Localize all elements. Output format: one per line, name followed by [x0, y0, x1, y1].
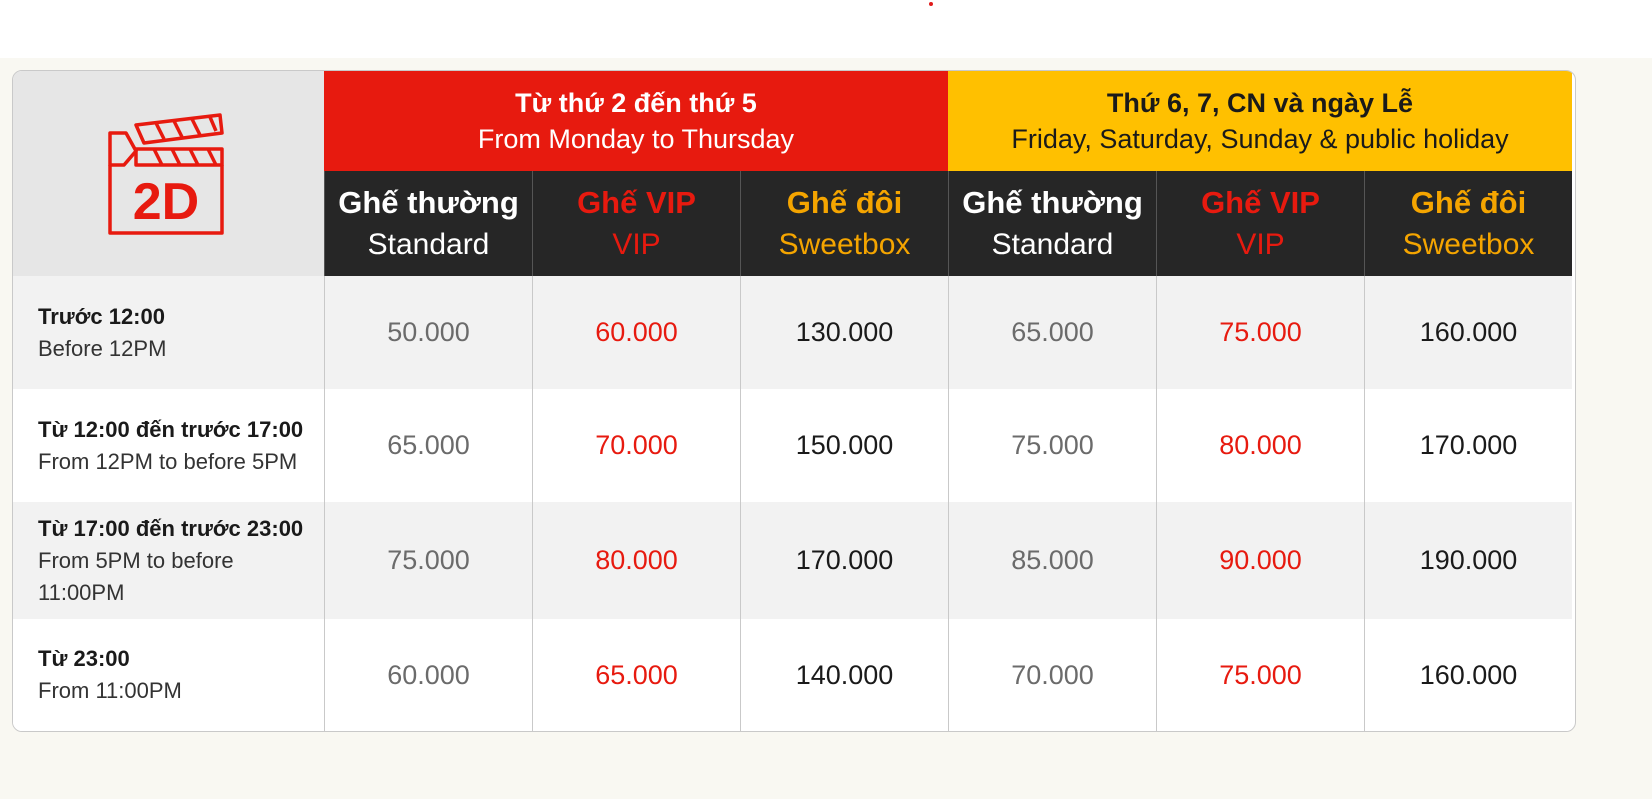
time-slot-en: From 5PM to before 11:00PM [38, 547, 234, 605]
period-title-en: Friday, Saturday, Sunday & public holida… [1011, 124, 1509, 154]
seat-type-en: VIP [1236, 227, 1285, 261]
seat-header-sweetbox: Ghế đôi Sweetbox [1364, 171, 1572, 276]
seat-header-vip: Ghế VIP VIP [1156, 171, 1364, 276]
time-slot-vn: Từ 17:00 đến trước 23:00 [38, 515, 304, 541]
format-label: 2D [132, 173, 198, 231]
top-white-band [0, 0, 1652, 58]
price-cell: 70.000 [532, 389, 740, 502]
seat-type-en: VIP [612, 227, 661, 261]
indicator-dot [929, 2, 933, 6]
price-cell: 170.000 [1364, 389, 1572, 502]
seat-type-en: Sweetbox [1402, 227, 1535, 261]
price-cell: 65.000 [948, 276, 1156, 389]
seat-type-en: Standard [367, 227, 490, 261]
price-cell: 75.000 [1156, 619, 1364, 731]
price-cell: 65.000 [324, 389, 532, 502]
seat-header-standard: Ghế thường Standard [324, 171, 532, 276]
period-title-vn: Từ thứ 2 đến thứ 5 [515, 88, 757, 118]
price-cell: 60.000 [324, 619, 532, 731]
price-cell: 150.000 [740, 389, 948, 502]
time-slot-vn: Từ 23:00 [38, 646, 130, 671]
period-title-vn: Thứ 6, 7, CN và ngày Lễ [1106, 88, 1414, 118]
period-title-en: From Monday to Thursday [477, 124, 795, 154]
price-cell: 75.000 [324, 502, 532, 619]
price-cell: 80.000 [1156, 389, 1364, 502]
seat-type-vn: Ghế thường [338, 184, 519, 220]
clapperboard-icon: 2D [107, 112, 224, 235]
price-cell: 160.000 [1364, 619, 1572, 731]
seat-type-en: Standard [991, 227, 1114, 261]
seat-type-vn: Ghế đôi [786, 184, 903, 220]
price-cell: 170.000 [740, 502, 948, 619]
time-slot-vn: Từ 12:00 đến trước 17:00 [38, 416, 304, 442]
seat-header-vip: Ghế VIP VIP [532, 171, 740, 276]
price-cell: 75.000 [1156, 276, 1364, 389]
time-slot-cell: Từ 12:00 đến trước 17:00 From 12PM to be… [13, 389, 324, 502]
price-cell: 130.000 [740, 276, 948, 389]
price-cell: 75.000 [948, 389, 1156, 502]
period-header-weekday: Từ thứ 2 đến thứ 5 From Monday to Thursd… [324, 71, 948, 171]
time-slot-en: From 11:00PM [38, 678, 182, 703]
time-slot-cell: Từ 23:00 From 11:00PM [13, 619, 324, 731]
price-cell: 80.000 [532, 502, 740, 619]
seat-header-sweetbox: Ghế đôi Sweetbox [740, 171, 948, 276]
price-cell: 85.000 [948, 502, 1156, 619]
price-cell: 50.000 [324, 276, 532, 389]
ticket-price-table: 2D Từ thứ 2 đến thứ 5 From Monday to Thu… [12, 70, 1576, 732]
period-header-weekend: Thứ 6, 7, CN và ngày Lễ Friday, Saturday… [948, 71, 1572, 171]
time-slot-en: Before 12PM [38, 335, 167, 361]
seat-type-vn: Ghế VIP [1201, 184, 1320, 220]
price-cell: 160.000 [1364, 276, 1572, 389]
price-cell: 60.000 [532, 276, 740, 389]
seat-header-standard: Ghế thường Standard [948, 171, 1156, 276]
time-slot-en: From 12PM to before 5PM [38, 448, 298, 474]
seat-type-vn: Ghế VIP [577, 184, 696, 220]
time-slot-cell: Trước 12:00 Before 12PM [13, 276, 324, 389]
price-cell: 65.000 [532, 619, 740, 731]
price-cell: 140.000 [740, 619, 948, 731]
seat-type-vn: Ghế đôi [1410, 184, 1527, 220]
price-cell: 90.000 [1156, 502, 1364, 619]
format-logo-cell: 2D [13, 71, 324, 276]
price-cell: 190.000 [1364, 502, 1572, 619]
time-slot-vn: Trước 12:00 [38, 303, 165, 329]
price-cell: 70.000 [948, 619, 1156, 731]
seat-type-en: Sweetbox [778, 227, 911, 261]
time-slot-cell: Từ 17:00 đến trước 23:00 From 5PM to bef… [13, 502, 324, 619]
seat-type-vn: Ghế thường [962, 184, 1143, 220]
